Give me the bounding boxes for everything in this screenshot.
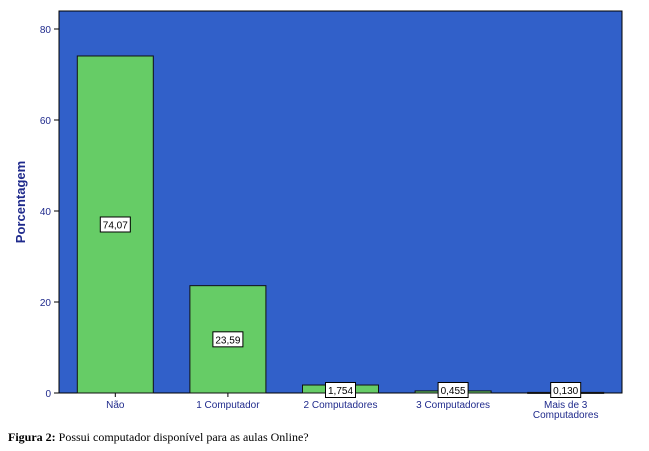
- x-tick-label: 3 Computadores: [416, 400, 490, 411]
- data-label: 0,130: [553, 386, 578, 397]
- y-tick-label: 80: [40, 25, 52, 36]
- bar-chart: 0 20 40 60 80 Não 1 Computador 2 Computadores 3…: [13, 10, 623, 421]
- x-tick-label: 2 Computadores: [304, 400, 378, 411]
- data-label-box: [437, 382, 469, 398]
- x-tick-label: 1 Computador: [196, 400, 260, 411]
- bars: [76, 55, 605, 394]
- y-axis: 0 20 40 60 80: [40, 25, 59, 400]
- data-label-box: [550, 382, 582, 398]
- data-labels: 74,07 23,59 1,754 0,455 0,130: [99, 216, 582, 398]
- data-label-box: [212, 331, 244, 348]
- caption-text: Possui computador disponível para as aul…: [55, 430, 309, 444]
- figure-caption: Figura 2: Possui computador disponível p…: [8, 430, 309, 445]
- data-label: 0,455: [441, 386, 466, 397]
- data-label: 74,07: [103, 220, 128, 231]
- caption-label: Figura 2:: [8, 430, 56, 444]
- data-label: 1,754: [328, 386, 353, 397]
- y-axis-label: Porcentagem: [13, 161, 28, 243]
- data-label-box: [99, 216, 131, 233]
- data-label-box: [325, 382, 356, 398]
- y-tick-label: 0: [45, 389, 51, 400]
- data-label: 23,59: [215, 335, 240, 346]
- y-tick-label: 60: [40, 116, 52, 127]
- y-tick-label: 40: [40, 207, 52, 218]
- y-tick-label: 20: [40, 298, 52, 309]
- x-tick-label: Não: [106, 400, 125, 411]
- bar: [189, 285, 267, 394]
- x-tick-label: Mais de 3 Computadores: [533, 400, 599, 421]
